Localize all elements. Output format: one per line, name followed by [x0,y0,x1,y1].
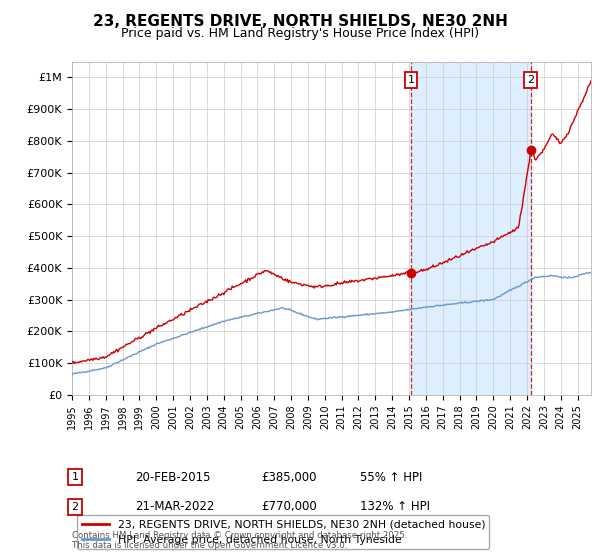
Text: 132% ↑ HPI: 132% ↑ HPI [360,500,430,514]
Text: £385,000: £385,000 [261,470,317,484]
Text: 55% ↑ HPI: 55% ↑ HPI [360,470,422,484]
Text: Price paid vs. HM Land Registry's House Price Index (HPI): Price paid vs. HM Land Registry's House … [121,27,479,40]
Text: 21-MAR-2022: 21-MAR-2022 [135,500,214,514]
Text: 1: 1 [408,75,415,85]
Text: 23, REGENTS DRIVE, NORTH SHIELDS, NE30 2NH: 23, REGENTS DRIVE, NORTH SHIELDS, NE30 2… [92,14,508,29]
Text: 1: 1 [71,472,79,482]
Bar [411,62,530,395]
Legend: 23, REGENTS DRIVE, NORTH SHIELDS, NE30 2NH (detached house), HPI: Average price,: 23, REGENTS DRIVE, NORTH SHIELDS, NE30 2… [77,515,490,549]
Text: Contains HM Land Registry data © Crown copyright and database right 2025.
This d: Contains HM Land Registry data © Crown c… [72,530,407,550]
Text: £770,000: £770,000 [261,500,317,514]
Text: 2: 2 [527,75,534,85]
Text: 2: 2 [71,502,79,512]
Text: 20-FEB-2015: 20-FEB-2015 [135,470,211,484]
